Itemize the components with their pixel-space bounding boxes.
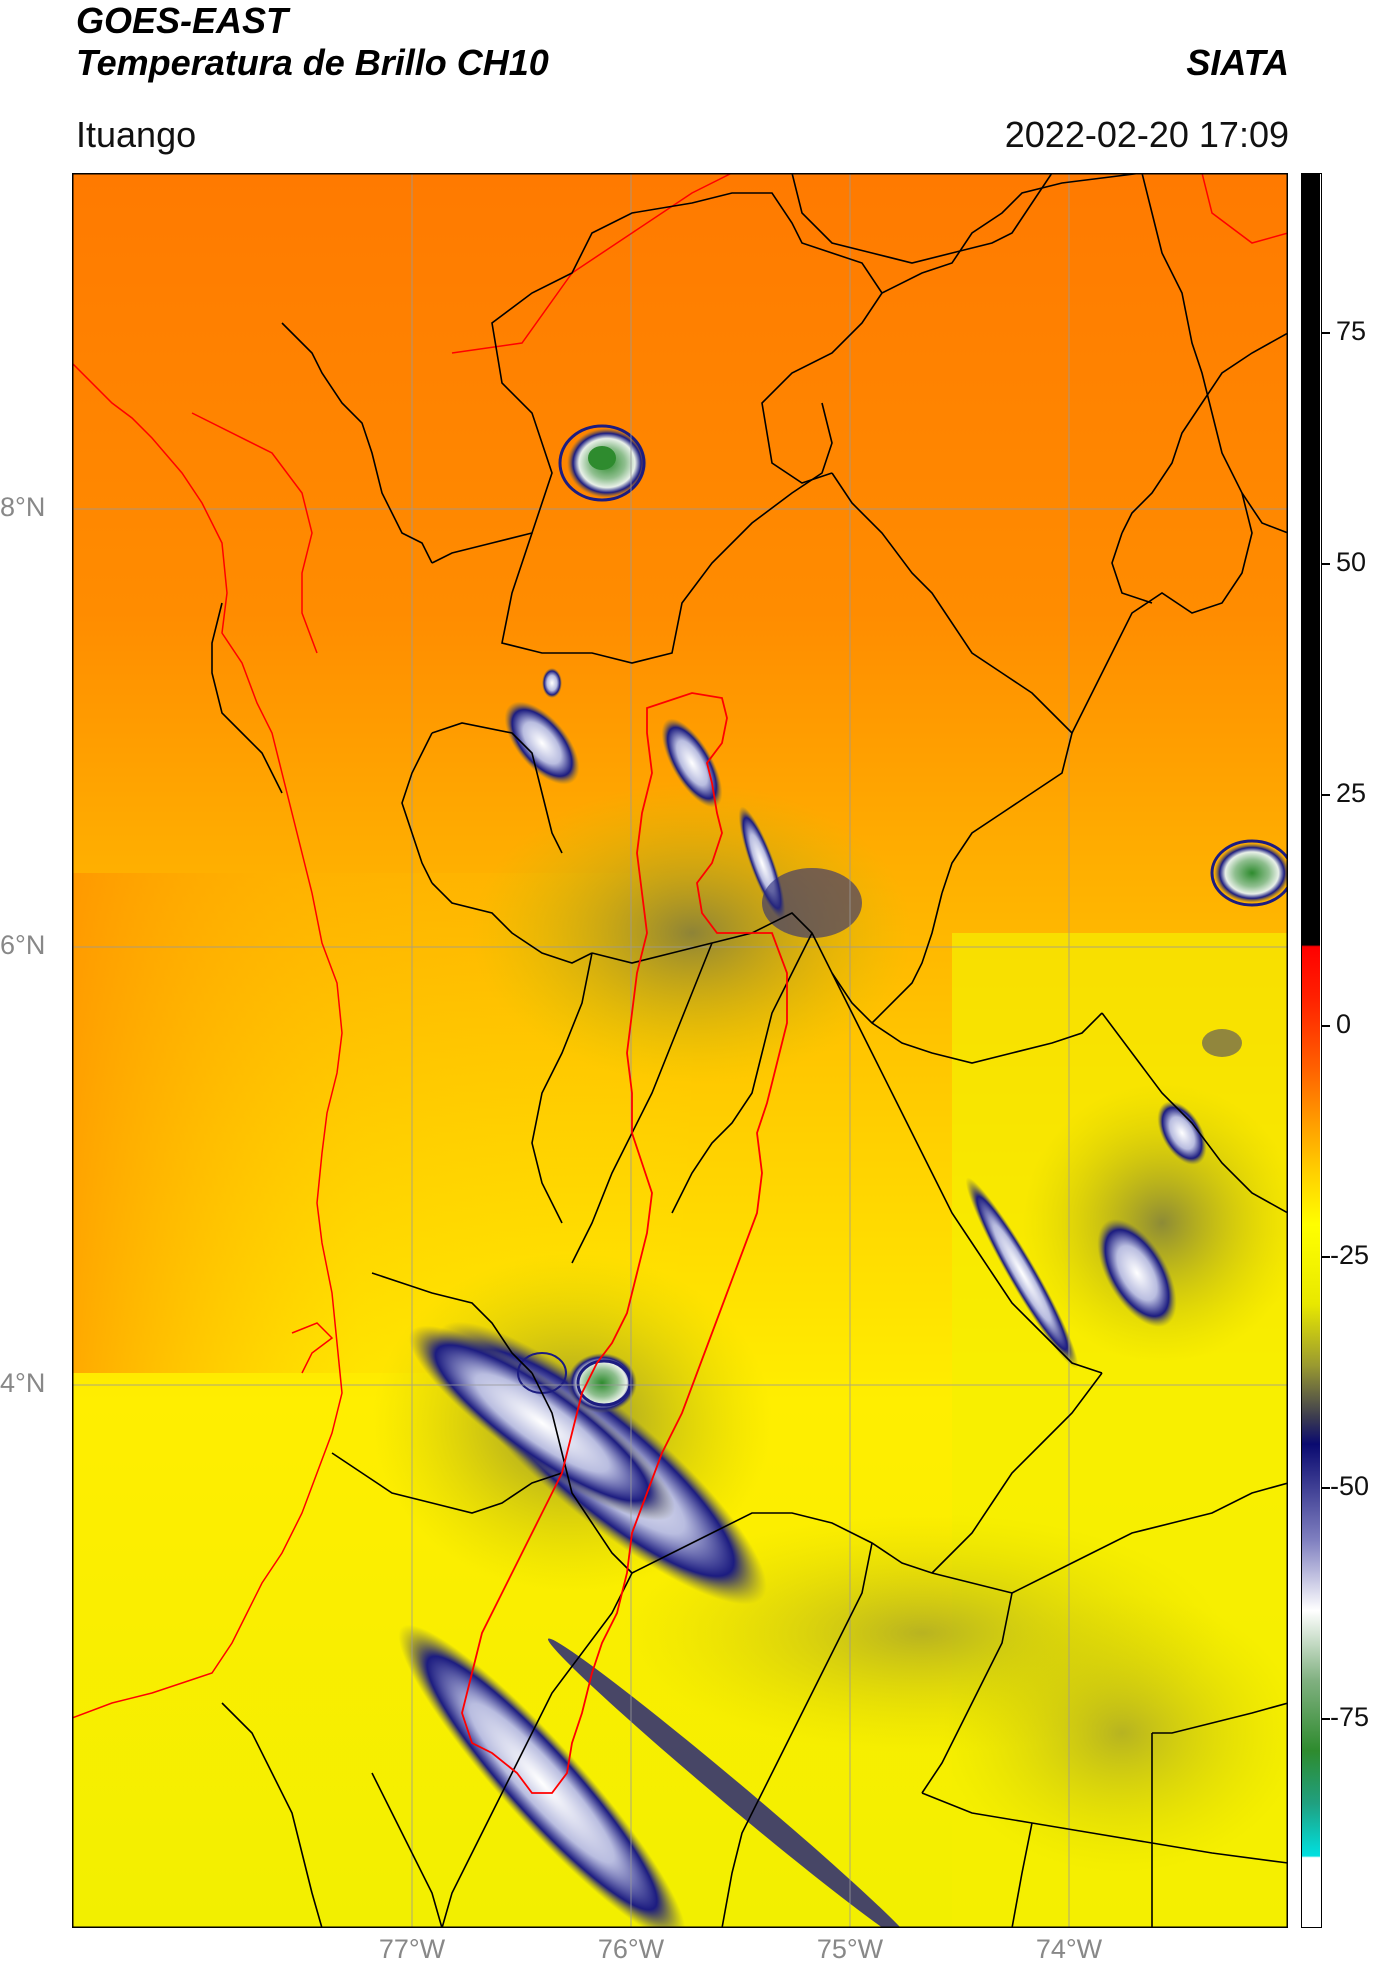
lon-label-74w: 74°W <box>1035 1934 1103 1964</box>
title-line1: GOES-EAST <box>76 0 289 41</box>
coastline <box>71 172 1289 1719</box>
colorbar-tick <box>1322 794 1330 796</box>
colorbar-label-neg25: -25 <box>1330 1240 1370 1270</box>
map-frame <box>72 173 1288 1928</box>
colorbar-label-50: 50 <box>1336 547 1367 577</box>
colorbar-tick <box>1322 1256 1330 1258</box>
lon-label-77w: 77°W <box>378 1934 446 1964</box>
org-label: SIATA <box>1186 42 1289 83</box>
colorbar-tick <box>1322 1718 1330 1720</box>
location-label: Ituango <box>76 114 197 155</box>
colorbar-label-75: 75 <box>1336 316 1367 346</box>
timestamp-label: 2022-02-20 17:09 <box>1004 114 1289 155</box>
lat-label-4n: 4°N <box>0 1368 46 1398</box>
colorbar-tick <box>1322 332 1330 334</box>
colorbar-tick <box>1322 1025 1330 1027</box>
colorbar-label-neg75: -75 <box>1330 1702 1370 1732</box>
colorbar-label-25: 25 <box>1336 778 1367 808</box>
colorbar-label-neg50: -50 <box>1330 1471 1370 1501</box>
lat-label-8n: 8°N <box>0 492 46 522</box>
lon-label-75w: 75°W <box>816 1934 884 1964</box>
map-svg <box>71 172 1302 1948</box>
satellite-map <box>71 172 1302 1948</box>
admin-borders <box>211 172 1289 1929</box>
lon-label-76w: 76°W <box>597 1934 665 1964</box>
gridlines <box>72 173 1288 1928</box>
cloud-features <box>398 424 1294 1948</box>
colorbar-label-0: 0 <box>1336 1009 1352 1039</box>
lat-label-6n: 6°N <box>0 930 46 960</box>
colorbar-tick <box>1322 563 1330 565</box>
colorbar <box>1301 173 1322 1928</box>
title-line2: Temperatura de Brillo CH10 <box>76 42 549 83</box>
basin-outline <box>461 692 788 1794</box>
colorbar-tick <box>1322 1487 1330 1489</box>
